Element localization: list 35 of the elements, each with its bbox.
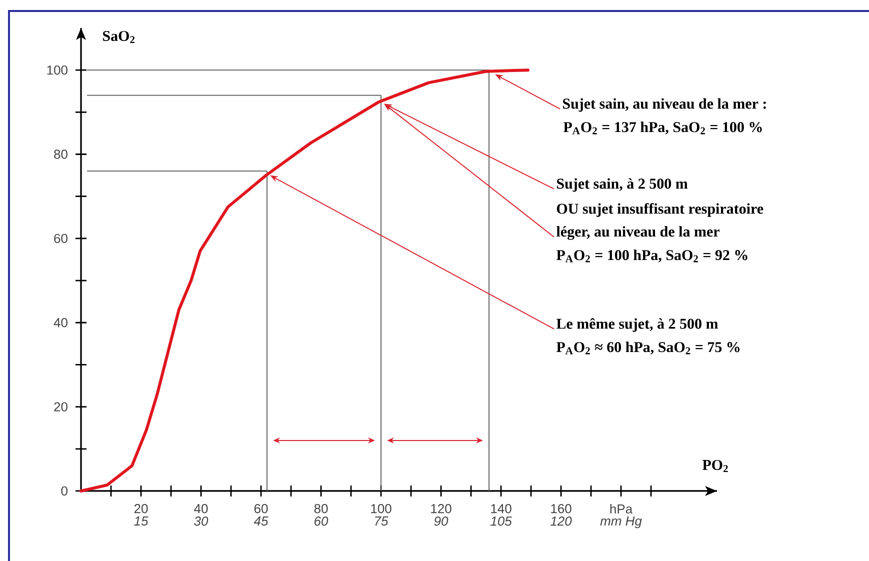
x2-tick-label: 105 [490,516,512,526]
x-tick-label: 80 [314,504,328,514]
annotation: Le même sujet, à 2 500 m [556,318,718,332]
y-tick-label: 60 [54,234,68,244]
y-tick-label: 0 [61,486,68,496]
x-tick-label: 100 [371,504,392,514]
annotation: Sujet sain, à 2 500 m [557,178,688,192]
annotation: P$_{A}$O$_{2}$ = 100 hPa, SaO$_{2}$ = 92 % [556,250,748,262]
x2-tick-label: 60 [314,516,328,526]
x2-tick-label: 15 [134,516,148,526]
y-axis-title: SaO$_{2}$ [103,30,135,44]
x-tick-label: 60 [254,504,268,514]
annotation: Sujet sain, au niveau de la mer : [563,98,766,112]
y-tick-label: 40 [54,318,68,328]
x-tick-label: 40 [194,504,208,514]
x2-tick-label: 90 [434,516,448,526]
x-tick-label: 120 [431,504,452,514]
annotation: P$_{A}$O$_{2}$ ≈ 60 hPa, SaO$_{2}$ = 75 % [556,342,740,354]
x2-tick-label: mm Hg [600,516,642,528]
x-tick-label: 160 [551,504,572,514]
x-axis-title: PO$_{2}$ [702,460,728,472]
x2-tick-label: 75 [375,516,388,526]
x2-tick-label: 120 [550,516,572,526]
x-tick-label: hPa [610,504,633,514]
line-series [80,68,530,492]
y-tick-label: 100 [47,65,68,75]
x2-tick-label: 45 [254,516,268,526]
x-tick-label: 140 [491,504,512,514]
y-tick-label: 20 [54,402,68,412]
x-tick-label: 20 [134,504,148,514]
annotation: P$_{A}$O$_{2}$ = 137 hPa, SaO$_{2}$ = 100 % [563,122,762,134]
annotation: léger, au niveau de la mer [556,226,720,240]
y-tick-label: 80 [54,150,68,159]
annotation: OU sujet insuffisant respiratoire [556,203,764,217]
x2-tick-label: 30 [194,516,208,526]
